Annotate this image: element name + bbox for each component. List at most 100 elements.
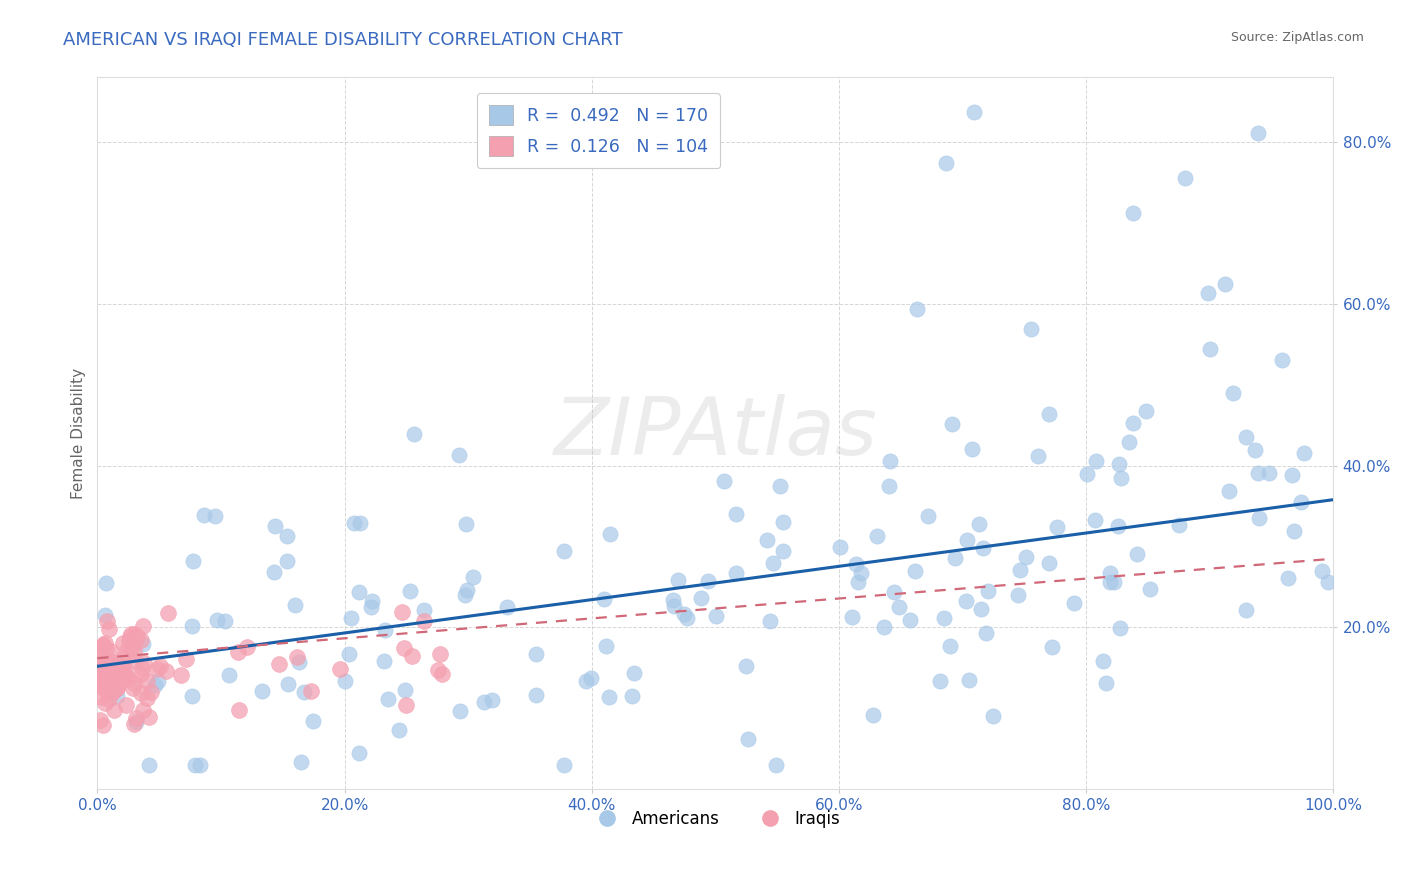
- Point: [107, 679, 129, 693]
- Point: [1247, 466, 1270, 480]
- Point: [96, 615, 118, 629]
- Point: [1091, 654, 1114, 668]
- Point: [662, 599, 685, 614]
- Point: [91, 664, 114, 678]
- Point: [963, 104, 986, 119]
- Point: [456, 516, 478, 531]
- Point: [124, 654, 146, 668]
- Point: [461, 570, 484, 584]
- Point: [89, 675, 111, 690]
- Point: [337, 647, 360, 661]
- Text: Source: ZipAtlas.com: Source: ZipAtlas.com: [1230, 31, 1364, 45]
- Point: [412, 602, 434, 616]
- Point: [1244, 443, 1267, 458]
- Point: [115, 669, 138, 683]
- Point: [697, 574, 720, 588]
- Point: [917, 509, 939, 524]
- Point: [943, 550, 966, 565]
- Point: [883, 585, 905, 599]
- Point: [104, 681, 127, 696]
- Point: [93, 636, 115, 650]
- Point: [579, 671, 602, 685]
- Point: [101, 685, 124, 699]
- Point: [276, 528, 298, 542]
- Point: [122, 676, 145, 690]
- Point: [1167, 518, 1189, 533]
- Point: [276, 553, 298, 567]
- Point: [1126, 547, 1149, 561]
- Point: [960, 442, 983, 456]
- Text: AMERICAN VS IRAQI FEMALE DISABILITY CORRELATION CHART: AMERICAN VS IRAQI FEMALE DISABILITY CORR…: [63, 31, 623, 49]
- Point: [1095, 675, 1118, 690]
- Point: [122, 681, 145, 695]
- Point: [105, 681, 128, 695]
- Point: [1197, 285, 1219, 300]
- Y-axis label: Female Disability: Female Disability: [72, 368, 86, 499]
- Point: [93, 696, 115, 710]
- Point: [288, 655, 311, 669]
- Point: [94, 668, 117, 682]
- Point: [1063, 597, 1085, 611]
- Point: [598, 690, 620, 705]
- Point: [903, 564, 925, 578]
- Point: [340, 611, 363, 625]
- Point: [759, 614, 782, 628]
- Point: [935, 156, 957, 170]
- Point: [90, 690, 112, 704]
- Point: [193, 508, 215, 522]
- Point: [155, 664, 177, 678]
- Point: [115, 698, 138, 712]
- Point: [756, 533, 779, 547]
- Point: [496, 599, 519, 614]
- Point: [1291, 495, 1313, 509]
- Point: [724, 508, 747, 522]
- Point: [122, 717, 145, 731]
- Point: [454, 589, 477, 603]
- Point: [1084, 512, 1107, 526]
- Point: [621, 690, 644, 704]
- Point: [1213, 277, 1236, 291]
- Point: [401, 648, 423, 663]
- Point: [90, 680, 112, 694]
- Point: [373, 654, 395, 668]
- Point: [132, 656, 155, 670]
- Point: [335, 674, 357, 689]
- Point: [877, 479, 900, 493]
- Point: [349, 746, 371, 760]
- Point: [1108, 457, 1130, 471]
- Point: [472, 695, 495, 709]
- Point: [377, 691, 399, 706]
- Point: [120, 627, 142, 641]
- Point: [1234, 429, 1257, 443]
- Point: [713, 474, 735, 488]
- Point: [89, 675, 111, 690]
- Point: [1038, 407, 1060, 421]
- Point: [575, 674, 598, 689]
- Point: [117, 671, 139, 685]
- Point: [111, 652, 134, 666]
- Point: [124, 632, 146, 646]
- Point: [205, 613, 228, 627]
- Point: [181, 619, 204, 633]
- Point: [866, 529, 889, 543]
- Point: [108, 673, 131, 688]
- Text: ZIPAtlas: ZIPAtlas: [554, 394, 877, 473]
- Point: [124, 711, 146, 725]
- Point: [553, 544, 575, 558]
- Point: [112, 671, 135, 685]
- Point: [429, 647, 451, 661]
- Point: [1026, 449, 1049, 463]
- Point: [204, 509, 226, 524]
- Point: [879, 453, 901, 467]
- Point: [1107, 519, 1129, 533]
- Point: [977, 584, 1000, 599]
- Point: [96, 656, 118, 670]
- Point: [105, 689, 128, 703]
- Point: [873, 619, 896, 633]
- Point: [1085, 454, 1108, 468]
- Point: [125, 629, 148, 643]
- Point: [96, 661, 118, 675]
- Point: [129, 632, 152, 647]
- Point: [218, 668, 240, 682]
- Point: [1257, 466, 1279, 480]
